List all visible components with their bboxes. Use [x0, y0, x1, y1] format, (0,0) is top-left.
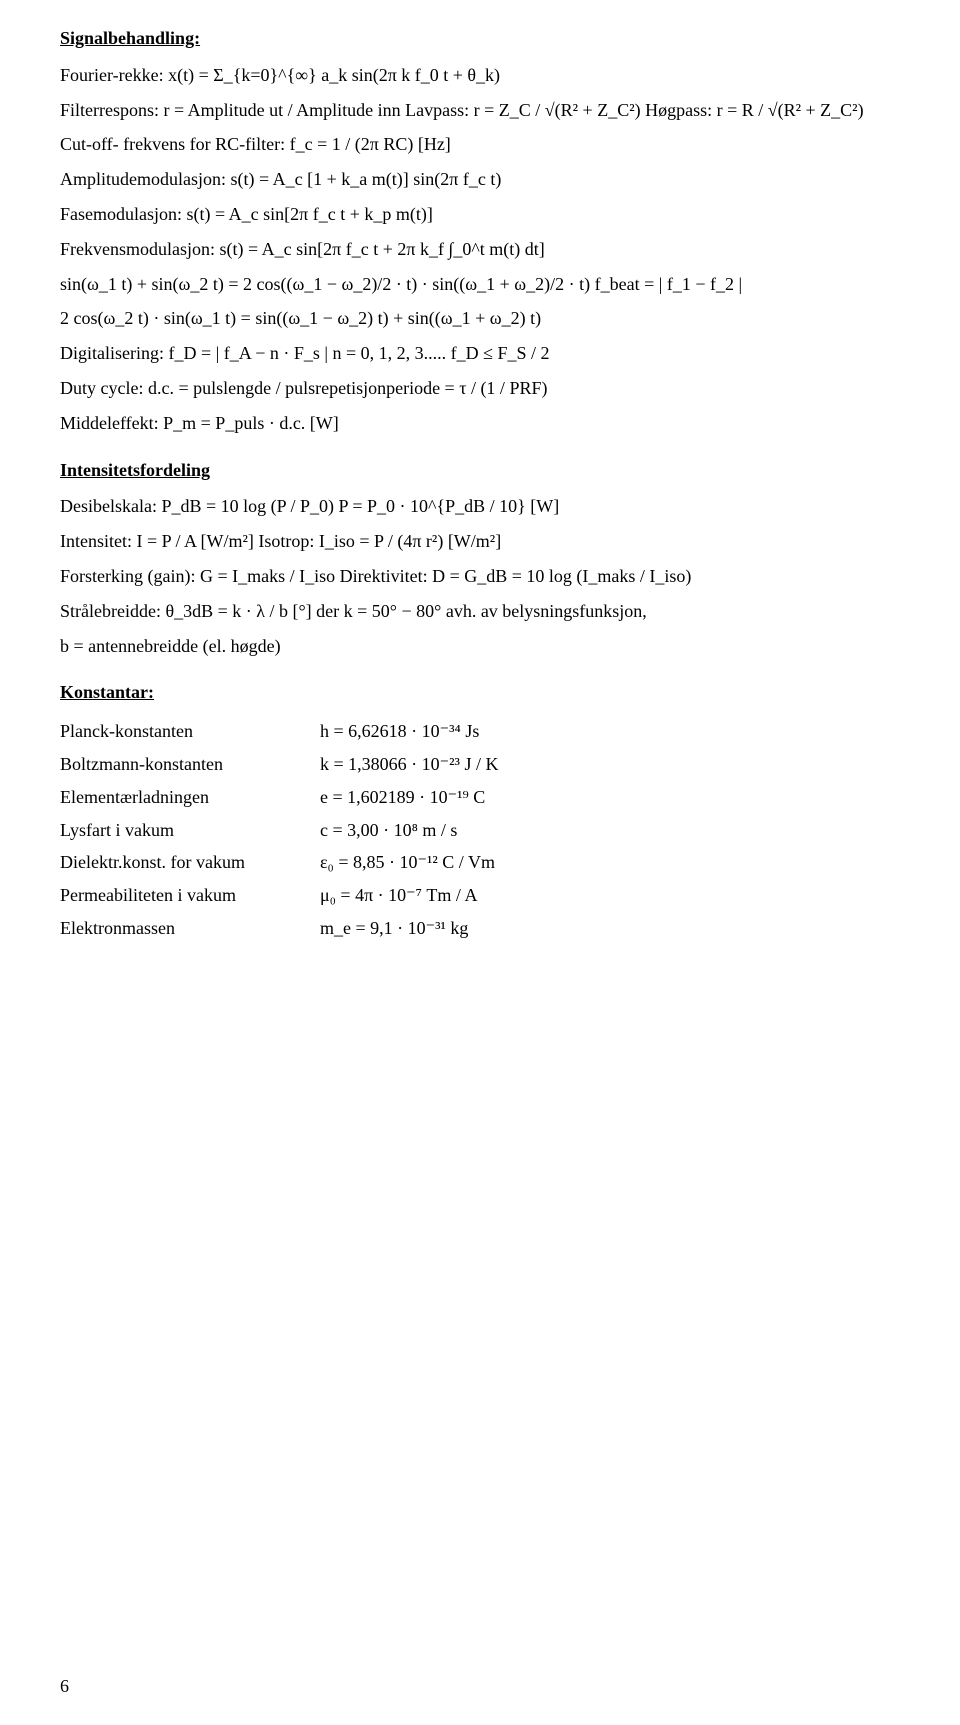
constant-value: e = 1,602189 · 10⁻¹⁹ C: [320, 781, 498, 814]
table-row: Permeabiliteten i vakum μ₀ = 4π · 10⁻⁷ T…: [60, 879, 498, 912]
constant-value: ε₀ = 8,85 · 10⁻¹² C / Vm: [320, 846, 498, 879]
eq-gain: Forsterking (gain): G = I_maks / I_iso D…: [60, 562, 900, 591]
constant-label: Permeabiliteten i vakum: [60, 879, 320, 912]
eq-straale: Strålebreidde: θ_3dB = k · λ / b [°] der…: [60, 597, 900, 626]
page: Signalbehandling: Fourier-rekke: x(t) = …: [0, 0, 960, 1725]
constants-table: Planck-konstanten h = 6,62618 · 10⁻³⁴ Js…: [60, 715, 498, 945]
eq-intensitet: Intensitet: I = P / A [W/m²] Isotrop: I_…: [60, 527, 900, 556]
eq-am: Amplitudemodulasjon: s(t) = A_c [1 + k_a…: [60, 165, 900, 194]
constant-label: Planck-konstanten: [60, 715, 320, 748]
eq-sumtoprod: sin(ω_1 t) + sin(ω_2 t) = 2 cos((ω_1 − ω…: [60, 270, 900, 299]
eq-digitalisering: Digitalisering: f_D = | f_A − n · F_s | …: [60, 339, 900, 368]
constant-value: m_e = 9,1 · 10⁻³¹ kg: [320, 912, 498, 945]
constant-label: Lysfart i vakum: [60, 814, 320, 847]
constant-label: Elementærladningen: [60, 781, 320, 814]
table-row: Planck-konstanten h = 6,62618 · 10⁻³⁴ Js: [60, 715, 498, 748]
eq-antenne: b = antennebreidde (el. høgde): [60, 632, 900, 661]
eq-duty: Duty cycle: d.c. = pulslengde / pulsrepe…: [60, 374, 900, 403]
heading-intensitet: Intensitetsfordeling: [60, 456, 900, 485]
constant-value: μ₀ = 4π · 10⁻⁷ Tm / A: [320, 879, 498, 912]
heading-konstantar: Konstantar:: [60, 678, 900, 707]
constant-value: k = 1,38066 · 10⁻²³ J / K: [320, 748, 498, 781]
table-row: Dielektr.konst. for vakum ε₀ = 8,85 · 10…: [60, 846, 498, 879]
eq-prodtosum: 2 cos(ω_2 t) · sin(ω_1 t) = sin((ω_1 − ω…: [60, 304, 900, 333]
page-number: 6: [60, 1672, 69, 1701]
eq-fourier: Fourier-rekke: x(t) = Σ_{k=0}^{∞} a_k si…: [60, 61, 900, 90]
constant-value: h = 6,62618 · 10⁻³⁴ Js: [320, 715, 498, 748]
table-row: Lysfart i vakum c = 3,00 · 10⁸ m / s: [60, 814, 498, 847]
eq-middel: Middeleffekt: P_m = P_puls · d.c. [W]: [60, 409, 900, 438]
eq-filterrespons: Filterrespons: r = Amplitude ut / Amplit…: [60, 96, 900, 125]
table-row: Elementærladningen e = 1,602189 · 10⁻¹⁹ …: [60, 781, 498, 814]
eq-desibel: Desibelskala: P_dB = 10 log (P / P_0) P …: [60, 492, 900, 521]
constant-label: Dielektr.konst. for vakum: [60, 846, 320, 879]
eq-cutoff: Cut-off- frekvens for RC-filter: f_c = 1…: [60, 130, 900, 159]
eq-frekm: Frekvensmodulasjon: s(t) = A_c sin[2π f_…: [60, 235, 900, 264]
table-row: Elektronmassen m_e = 9,1 · 10⁻³¹ kg: [60, 912, 498, 945]
constant-label: Boltzmann-konstanten: [60, 748, 320, 781]
table-row: Boltzmann-konstanten k = 1,38066 · 10⁻²³…: [60, 748, 498, 781]
constant-label: Elektronmassen: [60, 912, 320, 945]
eq-fm: Fasemodulasjon: s(t) = A_c sin[2π f_c t …: [60, 200, 900, 229]
heading-signalbehandling: Signalbehandling:: [60, 24, 900, 53]
constant-value: c = 3,00 · 10⁸ m / s: [320, 814, 498, 847]
